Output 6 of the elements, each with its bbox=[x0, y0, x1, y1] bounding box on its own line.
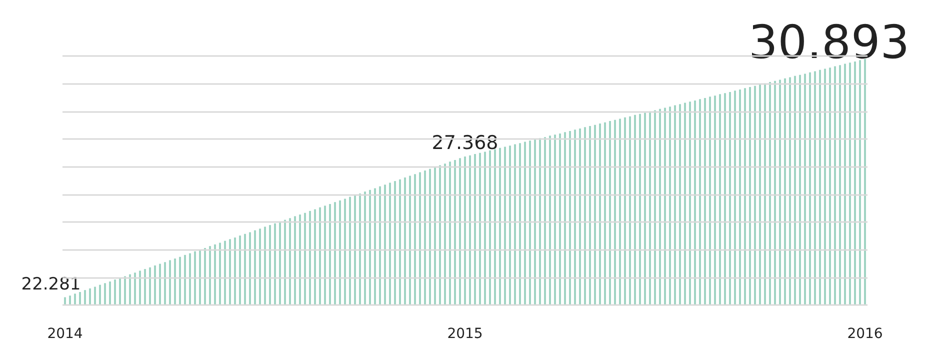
data-label: 22.281 bbox=[21, 274, 81, 295]
x-tick-label: 2015 bbox=[447, 326, 483, 342]
data-label: 30.893 bbox=[748, 14, 910, 69]
x-tick-label: 2016 bbox=[847, 326, 883, 342]
data-label: 27.368 bbox=[432, 132, 498, 154]
x-tick-label: 2014 bbox=[47, 326, 83, 342]
